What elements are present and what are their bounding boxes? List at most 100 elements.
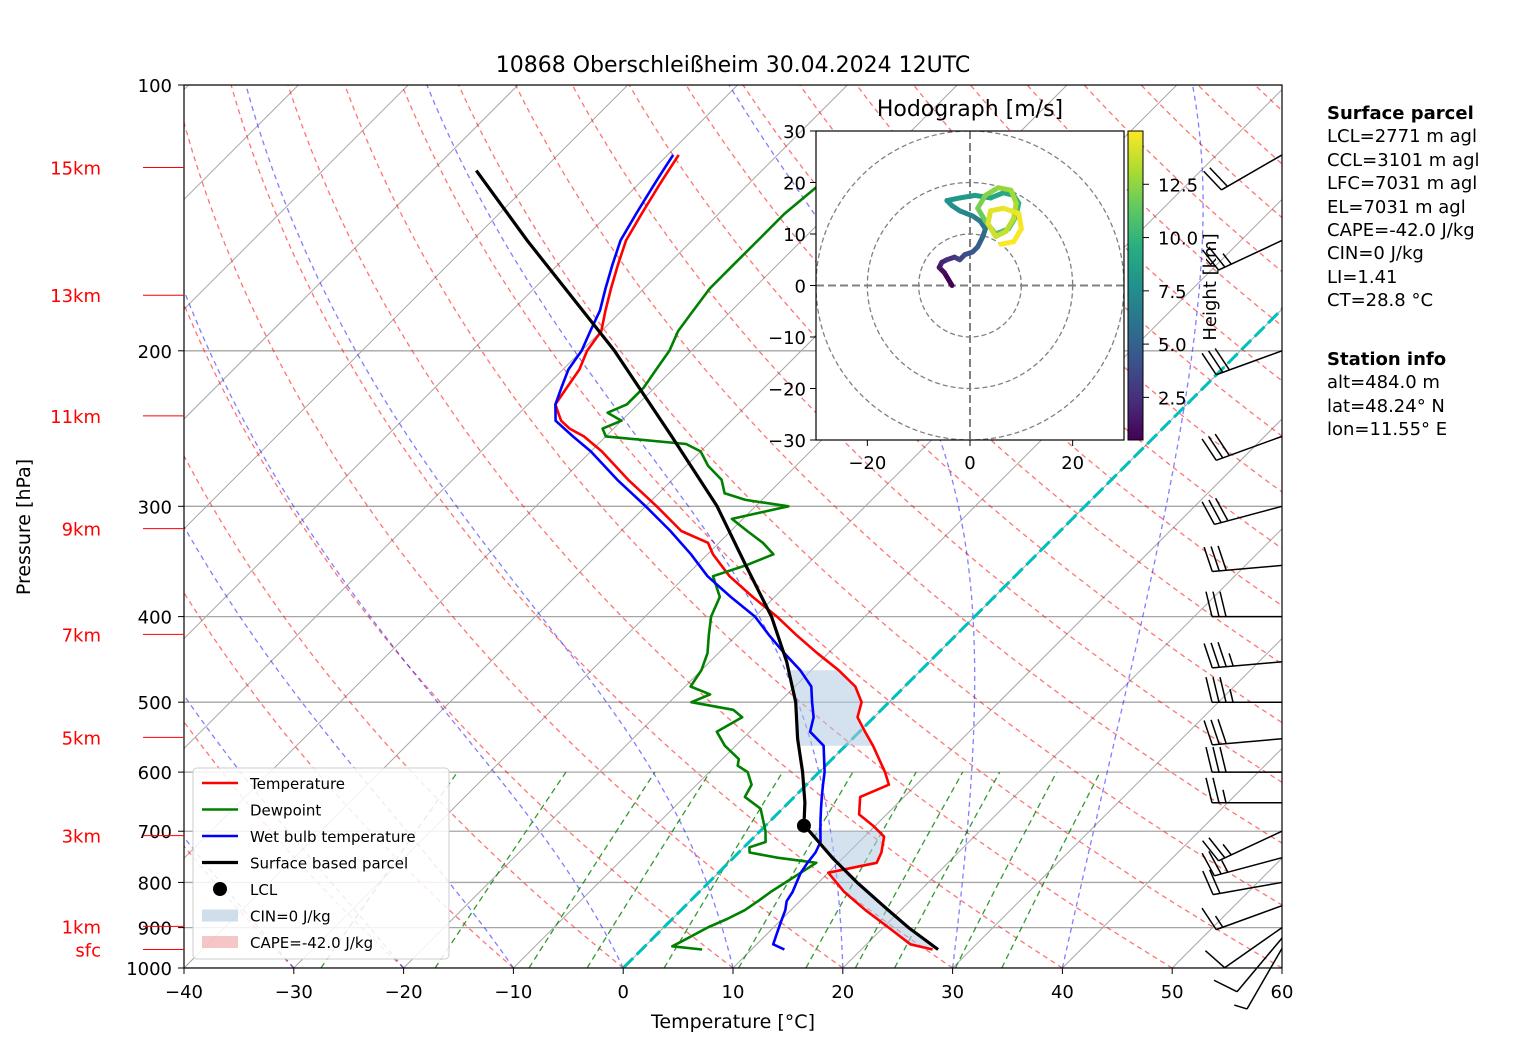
isotherm-line bbox=[513, 198, 1282, 968]
skewt-axes: −40 −30 −20 −10 0 10 20 30 40 50 60100200300400500… bbox=[50, 76, 1293, 1003]
wind-barb-flag bbox=[1214, 348, 1231, 371]
wind-barb-staff bbox=[1215, 435, 1283, 462]
wind-barb-staff bbox=[1212, 661, 1283, 669]
isotherm-line bbox=[184, 85, 738, 640]
wind-barb-flag bbox=[1217, 642, 1227, 667]
wind-barb-half-flag bbox=[1222, 789, 1227, 803]
wind-barb-flag bbox=[1201, 501, 1216, 525]
isotherm-line bbox=[1062, 747, 1282, 968]
station-info-heading: Station info bbox=[1327, 349, 1447, 370]
wind-barb-flag bbox=[1213, 979, 1238, 993]
x-tick-label: 30 bbox=[941, 982, 964, 1003]
legend-label: CAPE=-42.0 J/kg bbox=[250, 934, 373, 952]
el-value: EL=7031 m agl bbox=[1327, 196, 1466, 218]
wind-barb bbox=[1201, 904, 1283, 931]
isotherm-line bbox=[184, 85, 848, 750]
wind-barb-flag bbox=[1212, 746, 1220, 773]
x-tick-label: 40 bbox=[1051, 982, 1074, 1003]
chart-title: 10868 Oberschleißheim 30.04.2024 12UTC bbox=[496, 53, 971, 78]
y-tick-label: 400 bbox=[138, 608, 172, 629]
isotherm-line bbox=[732, 418, 1282, 968]
mixing-ratio-line bbox=[586, 771, 711, 968]
wind-barb bbox=[1201, 851, 1283, 877]
y-tick-label: 1000 bbox=[126, 959, 172, 980]
colorbar-label: Height [km] bbox=[1200, 233, 1221, 340]
x-axis-label: Temperature [°C] bbox=[650, 1011, 815, 1033]
hodograph-segment bbox=[1016, 210, 1024, 232]
legend-label: LCL bbox=[250, 881, 278, 899]
hodograph-x-tick-label: 0 bbox=[964, 453, 975, 474]
lcl-value: LCL=2771 m agl bbox=[1327, 126, 1477, 148]
y-tick-label: 800 bbox=[138, 873, 172, 894]
y-tick-label: 500 bbox=[138, 693, 172, 714]
isotherm-line bbox=[184, 85, 409, 310]
wind-barb bbox=[1204, 926, 1283, 969]
cape-cin-fills bbox=[788, 670, 939, 950]
y-tick-label: 900 bbox=[138, 919, 172, 940]
y-axis-label: Pressure [hPa] bbox=[13, 459, 35, 595]
wind-barb-flag bbox=[1201, 840, 1220, 862]
colorbar-tick-label: 7.5 bbox=[1158, 282, 1187, 303]
wind-barb-half-flag bbox=[1228, 653, 1234, 667]
wind-barb-flag bbox=[1212, 777, 1220, 803]
wind-barb-flag bbox=[1212, 591, 1220, 617]
dry-adiabat-line bbox=[230, 85, 953, 968]
hodograph-background bbox=[816, 131, 1124, 440]
height-label: 7km bbox=[62, 625, 101, 646]
temperature-line bbox=[554, 154, 933, 951]
legend-swatch bbox=[202, 909, 238, 922]
hodograph-y-tick-label: 10 bbox=[783, 225, 806, 246]
wind-barb bbox=[1202, 869, 1283, 896]
hodograph-inset: −20 0 20 30 20 10 0 −10 −20 −30 Hodograph [m/s] 2… bbox=[768, 97, 1221, 474]
surface-parcel-panel: Surface parcel LCL=2771 m agl CCL=3101 m… bbox=[1327, 102, 1480, 313]
wind-barb-staff bbox=[1215, 350, 1283, 376]
legend-swatch bbox=[213, 882, 227, 896]
cin-shading bbox=[809, 831, 939, 950]
station-altitude: alt=484.0 m bbox=[1327, 372, 1440, 394]
sounding-series bbox=[475, 154, 940, 951]
hodograph-segment bbox=[1000, 205, 1022, 216]
wind-barb-flag bbox=[1212, 677, 1220, 703]
legend: Temperature Dewpoint Wet bulb temperature S… bbox=[192, 767, 450, 960]
legend-label: Temperature bbox=[249, 775, 345, 793]
wind-barb-flag bbox=[1209, 869, 1221, 894]
dry-adiabat-line bbox=[287, 85, 1063, 968]
wind-barb-flag bbox=[1201, 907, 1217, 931]
hodograph-title: Hodograph [m/s] bbox=[877, 97, 1063, 122]
x-tick-label: −40 bbox=[165, 982, 203, 1003]
mixing-ratio-line bbox=[954, 771, 1058, 968]
wind-barb-half-flag bbox=[1222, 843, 1232, 856]
wind-barb bbox=[1201, 433, 1283, 462]
height-label: 5km bbox=[62, 728, 101, 749]
mixing-ratio-line bbox=[1001, 771, 1101, 968]
wind-barb-half-flag bbox=[1229, 689, 1234, 703]
colorbar-tick-label: 12.5 bbox=[1158, 175, 1198, 196]
wind-barb-staff bbox=[1212, 737, 1283, 746]
hodograph-segment bbox=[975, 192, 988, 211]
x-tick-label: 60 bbox=[1271, 982, 1294, 1003]
wind-barb bbox=[1203, 719, 1283, 746]
legend-label: Wet bulb temperature bbox=[250, 828, 416, 846]
height-label: sfc bbox=[75, 941, 101, 962]
wind-barb bbox=[1201, 239, 1283, 271]
legend-label: CIN=0 J/kg bbox=[250, 908, 331, 926]
station-latitude: lat=48.24° N bbox=[1327, 395, 1445, 417]
wind-barb-flag bbox=[1219, 746, 1227, 773]
dry-adiabat-line bbox=[571, 85, 1282, 784]
lfc-value: LFC=7031 m agl bbox=[1327, 173, 1478, 195]
wind-barb-flag bbox=[1208, 499, 1222, 523]
legend-label: Dewpoint bbox=[250, 802, 321, 820]
wind-barb-flag bbox=[1205, 677, 1213, 703]
wind-barb-flag bbox=[1214, 433, 1231, 456]
mixing-ratio-line bbox=[663, 771, 784, 968]
x-tick-label: −10 bbox=[494, 982, 532, 1003]
wind-barb-staff bbox=[1236, 937, 1283, 993]
height-label: 1km bbox=[62, 917, 101, 938]
ct-value: CT=28.8 °C bbox=[1327, 290, 1434, 312]
dry-adiabat-line bbox=[1083, 85, 1282, 273]
x-tick-label: 0 bbox=[617, 982, 628, 1003]
y-tick-label: 200 bbox=[138, 342, 172, 363]
dry-adiabat-line bbox=[458, 85, 1282, 906]
isotherm-line bbox=[622, 308, 1282, 968]
station-longitude: lon=11.55° E bbox=[1327, 419, 1448, 441]
